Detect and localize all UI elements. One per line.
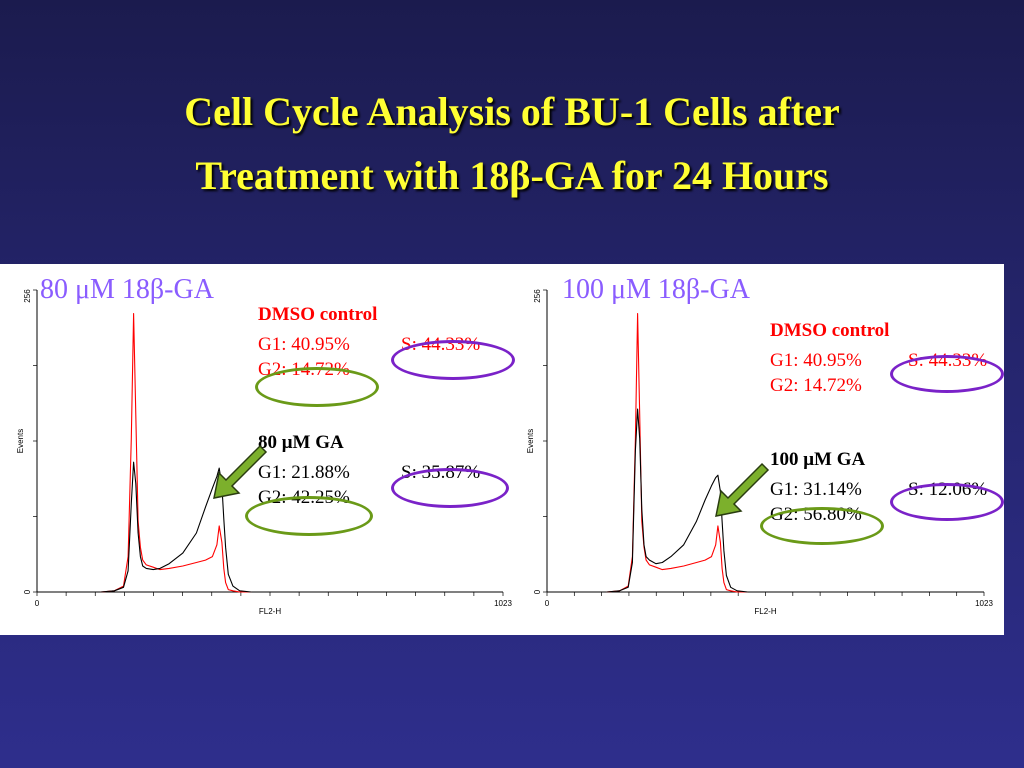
- y-tick-label: 0: [23, 589, 32, 594]
- histogram-chart-80: 0 1023 0 256 FL2-H Events: [16, 289, 512, 616]
- histogram-panel-100: 0 1023 0 256 FL2-H Events 100 μM 18β-GA DMSO …: [512, 264, 1004, 635]
- control-g1: G1: 40.95%: [258, 334, 350, 355]
- control-label: DMSO control: [770, 320, 890, 341]
- control-g1: G1: 40.95%: [770, 350, 862, 371]
- y-axis-label: Events: [16, 429, 25, 453]
- s-phase-highlight-ring: [890, 483, 1004, 521]
- g2-phase-highlight-ring: [760, 507, 884, 545]
- slide-title: Cell Cycle Analysis of BU-1 Cells after …: [0, 80, 1024, 208]
- g2-phase-highlight-ring: [245, 496, 373, 536]
- arrow-icon: [213, 444, 268, 499]
- treated-g1: G1: 21.88%: [258, 462, 350, 483]
- g2-phase-highlight-ring: [255, 367, 379, 407]
- x-tick-label: 1023: [494, 599, 512, 608]
- arrow-icon: [715, 462, 770, 517]
- series-line-control: [606, 313, 748, 593]
- x-axis-label: FL2-H: [259, 607, 281, 616]
- treated-label: 80 μM GA: [258, 432, 344, 453]
- panel-heading: 100 μM 18β-GA: [562, 274, 750, 305]
- x-axis-label: FL2-H: [754, 607, 776, 616]
- s-phase-highlight-ring: [391, 468, 509, 508]
- s-phase-highlight-ring: [391, 340, 515, 380]
- x-tick-label: 0: [35, 599, 40, 608]
- control-label: DMSO control: [258, 304, 378, 325]
- title-line-2: Treatment with 18β-GA for 24 Hours: [195, 153, 829, 198]
- y-tick-label: 0: [533, 589, 542, 594]
- s-phase-highlight-ring: [890, 355, 1004, 393]
- panel-heading: 80 μM 18β-GA: [40, 274, 214, 305]
- series-line-treated: [606, 408, 748, 593]
- series-line-treated: [100, 461, 252, 593]
- y-tick-label: 256: [23, 289, 32, 303]
- y-tick-label: 256: [533, 289, 542, 303]
- y-axis-label: Events: [526, 429, 535, 453]
- series-line-control: [100, 313, 252, 593]
- figure-panel-area: 0 1023 0 256 FL2-H Events 80 μM 18β-GA DMSO c…: [0, 264, 1004, 635]
- histogram-chart-100: 0 1023 0 256 FL2-H Events: [526, 289, 993, 616]
- title-line-1: Cell Cycle Analysis of BU-1 Cells after: [184, 89, 840, 134]
- x-tick-label: 1023: [975, 599, 993, 608]
- x-tick-label: 0: [545, 599, 550, 608]
- control-stats: DMSO control G1: 40.95% S: 44.33% G2: 14…: [770, 320, 987, 400]
- treated-g1: G1: 31.14%: [770, 479, 862, 500]
- control-g2: G2: 14.72%: [770, 375, 862, 396]
- histogram-panel-80: 0 1023 0 256 FL2-H Events 80 μM 18β-GA DMSO c…: [0, 264, 515, 635]
- treated-label: 100 μM GA: [770, 449, 866, 470]
